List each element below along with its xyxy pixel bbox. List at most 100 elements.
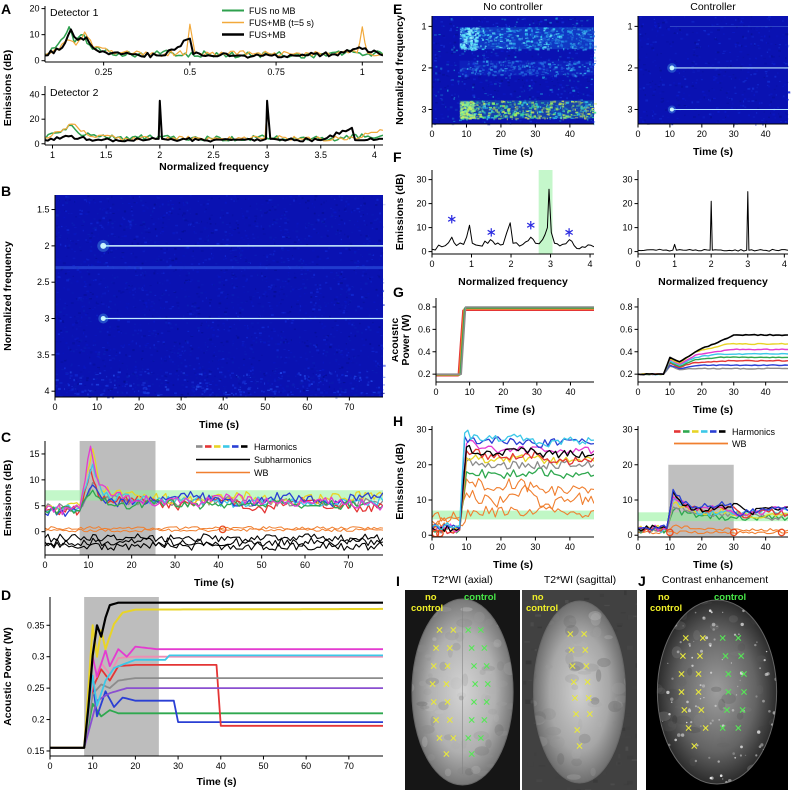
svg-text:1.5: 1.5	[100, 150, 113, 160]
h1-series-10	[432, 429, 594, 532]
svg-text:2: 2	[44, 241, 49, 251]
svg-text:0: 0	[42, 560, 47, 570]
svg-text:70: 70	[344, 761, 354, 771]
svg-text:20: 20	[130, 761, 140, 771]
f2-plot	[638, 191, 788, 252]
title-t2-sagittal: T2*WI (sagittal)	[543, 574, 617, 586]
d-series-9	[50, 601, 383, 749]
svg-text:3: 3	[265, 150, 270, 160]
panel-label-a: A	[1, 1, 12, 17]
chart-acoustic-power-d: 0 10 20 30 40 50 60 70 0.15 0.2 0.25 0.3 0.35 Time (s…	[2, 597, 383, 788]
svg-text:10: 10	[29, 475, 39, 485]
svg-text:5: 5	[34, 501, 39, 511]
svg-text:0.15: 0.15	[27, 746, 45, 756]
svg-text:30: 30	[176, 402, 186, 412]
svg-text:50: 50	[260, 402, 270, 412]
svg-text:60: 60	[300, 560, 310, 570]
h2-series-5	[638, 497, 788, 534]
svg-text:0.25: 0.25	[27, 683, 45, 693]
g2-series-6	[638, 342, 788, 376]
svg-text:40: 40	[29, 90, 39, 100]
chart-spectrogram-b: 0 10 20 30 40 50 60 70 1.5 2 2.5 3 3.5 4 Time (s) Norma…	[2, 195, 386, 431]
svg-text:20: 20	[134, 402, 144, 412]
d-series-2	[50, 664, 383, 749]
svg-text:3.5: 3.5	[37, 350, 50, 360]
svg-text:1: 1	[50, 150, 55, 160]
e1-plot	[432, 16, 597, 126]
svg-text:4: 4	[44, 386, 49, 396]
f1-plot	[432, 170, 594, 254]
svg-text:Emissions (dB): Emissions (dB)	[2, 50, 14, 126]
svg-text:Time (s): Time (s)	[199, 419, 239, 431]
c-legend: Harmonics Subharmonics WB	[196, 442, 312, 478]
d-series-4	[50, 677, 383, 749]
svg-text:2.5: 2.5	[207, 150, 220, 160]
contrast-enhancement-image	[646, 590, 788, 790]
panel-label-c: C	[1, 429, 12, 445]
title-contrast-enhancement: Contrast enhancement	[661, 574, 769, 586]
svg-text:50: 50	[258, 761, 268, 771]
svg-text:0.75: 0.75	[267, 67, 285, 77]
h2-series-7	[638, 495, 788, 532]
svg-text:40: 40	[213, 560, 223, 570]
d-axes: 0 10 20 30 40 50 60 70 0.15 0.2 0.25 0.3 0.35 Time (s…	[2, 597, 383, 788]
svg-text:0.5: 0.5	[184, 67, 197, 77]
panel-label-d: D	[1, 587, 12, 603]
b-plot	[55, 195, 386, 399]
svg-text:Subharmonics: Subharmonics	[254, 455, 312, 465]
svg-text:70: 70	[344, 402, 354, 412]
svg-text:40: 40	[218, 402, 228, 412]
f1-series-0	[432, 188, 594, 251]
panel-label-e: E	[393, 1, 403, 17]
label-axial-no-control: control	[411, 603, 444, 614]
g1-series-3	[436, 306, 594, 375]
c-series-6	[45, 468, 383, 516]
svg-text:10: 10	[88, 761, 98, 771]
svg-text:0: 0	[34, 527, 39, 537]
svg-text:WB: WB	[254, 468, 269, 478]
panel-label-b: B	[1, 183, 12, 199]
svg-text:Detector 1: Detector 1	[50, 7, 99, 19]
svg-text:1.5: 1.5	[37, 205, 50, 215]
svg-text:30: 30	[173, 761, 183, 771]
svg-text:0.2: 0.2	[32, 715, 45, 725]
c-series-11	[45, 445, 383, 516]
a1-series-2	[45, 28, 383, 59]
svg-text:2.5: 2.5	[37, 277, 50, 287]
svg-text:Normalized frequency: Normalized frequency	[159, 161, 269, 173]
h2-series-9	[638, 488, 788, 531]
b-axes: 0 10 20 30 40 50 60 70 1.5 2 2.5 3 3.5 4 Time (s) Norma…	[2, 195, 383, 431]
a1-series-1	[45, 23, 383, 58]
svg-text:30: 30	[170, 560, 180, 570]
svg-text:20: 20	[29, 4, 39, 14]
svg-text:Emissions (dB): Emissions (dB)	[2, 460, 14, 536]
label-axial-control: control	[464, 592, 497, 603]
d-series-1	[50, 680, 383, 749]
svg-text:40: 40	[216, 761, 226, 771]
svg-text:3: 3	[44, 314, 49, 324]
d-series-3	[50, 687, 383, 749]
mri-axial-image	[405, 590, 520, 790]
c-plot	[45, 441, 383, 555]
h1-plot	[432, 429, 594, 537]
svg-text:10: 10	[83, 560, 93, 570]
h1-series-0	[432, 484, 594, 525]
g2-series-1	[638, 364, 788, 376]
svg-text:Detector 2: Detector 2	[50, 87, 99, 99]
g1-series-0	[436, 309, 594, 377]
